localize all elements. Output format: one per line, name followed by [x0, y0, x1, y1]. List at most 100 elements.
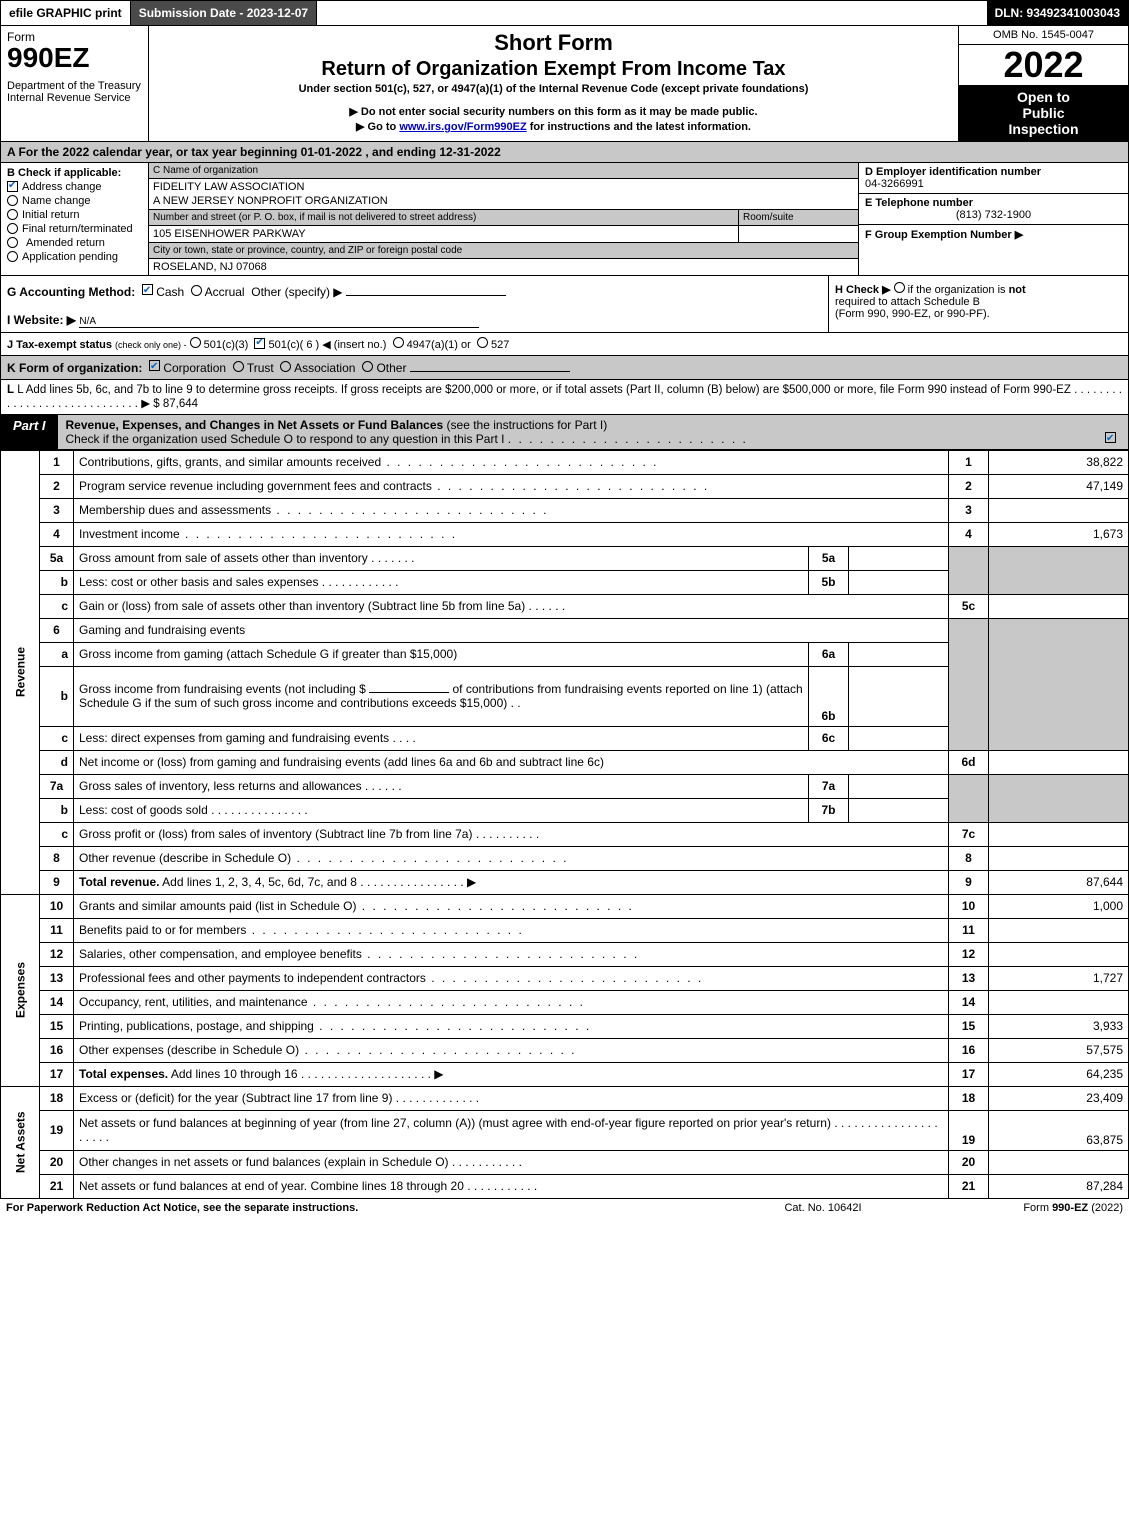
inspection-l1: Open to	[963, 89, 1124, 105]
k-other-input[interactable]	[410, 371, 570, 372]
chk-501c[interactable]	[254, 338, 265, 349]
f-label: F Group Exemption Number ▶	[865, 229, 1023, 241]
line-desc: Net assets or fund balances at end of ye…	[79, 1179, 464, 1193]
g-cash: Cash	[156, 285, 184, 299]
tax-year: 2022	[959, 45, 1128, 85]
line-7a: 7a Gross sales of inventory, less return…	[1, 774, 1129, 798]
line-desc: Gaming and fundraising events	[74, 618, 949, 642]
chk-label: Final return/terminated	[22, 223, 133, 235]
chk-application-pending[interactable]: Application pending	[7, 251, 142, 263]
chk-schedule-o[interactable]	[1105, 432, 1116, 443]
line-ref: 16	[949, 1038, 989, 1062]
grey-cell	[949, 774, 989, 822]
line-ref: 10	[949, 894, 989, 918]
line-6d: d Net income or (loss) from gaming and f…	[1, 750, 1129, 774]
chk-label: Initial return	[22, 209, 79, 221]
line-6: 6 Gaming and fundraising events	[1, 618, 1129, 642]
line-num: 8	[40, 846, 74, 870]
line-val: 1,673	[989, 522, 1129, 546]
net-assets-side-label: Net Assets	[1, 1086, 40, 1198]
k-label: K Form of organization:	[7, 361, 142, 375]
chk-other-org[interactable]	[362, 361, 373, 372]
line-num: c	[40, 726, 74, 750]
chk-cash[interactable]	[142, 284, 153, 295]
chk-schedule-b[interactable]	[894, 282, 905, 293]
chk-trust[interactable]	[233, 361, 244, 372]
h-not: not	[1009, 284, 1026, 296]
chk-accrual[interactable]	[191, 285, 202, 296]
j-o4: 527	[491, 339, 509, 351]
i-value: N/A	[79, 316, 96, 327]
line-num: c	[40, 822, 74, 846]
expenses-side-label: Expenses	[1, 894, 40, 1086]
line-ref: 21	[949, 1174, 989, 1198]
line-val	[989, 942, 1129, 966]
chk-association[interactable]	[280, 361, 291, 372]
room-suite: Room/suite	[738, 210, 858, 242]
h-text2: if the organization is	[908, 284, 1006, 296]
inner-val	[849, 546, 949, 570]
chk-amended-return[interactable]: Amended return	[7, 237, 142, 249]
chk-527[interactable]	[477, 337, 488, 348]
chk-initial-return[interactable]: Initial return	[7, 209, 142, 221]
row-g: G Accounting Method: Cash Accrual Other …	[1, 276, 828, 332]
h-text4: (Form 990, 990-EZ, or 990-PF).	[835, 308, 990, 320]
omb-number: OMB No. 1545-0047	[959, 26, 1128, 45]
chk-corporation[interactable]	[149, 360, 160, 371]
inner-ref: 7a	[809, 774, 849, 798]
line-num: 10	[40, 894, 74, 918]
inner-val	[849, 570, 949, 594]
g-other-input[interactable]	[346, 295, 506, 296]
j-note: (check only one) -	[115, 340, 187, 350]
line-num: 11	[40, 918, 74, 942]
inspection-l3: Inspection	[963, 121, 1124, 137]
chk-name-change[interactable]: Name change	[7, 195, 142, 207]
contrib-input[interactable]	[369, 692, 449, 693]
line-num: b	[40, 798, 74, 822]
line-7c: c Gross profit or (loss) from sales of i…	[1, 822, 1129, 846]
chk-4947[interactable]	[393, 337, 404, 348]
grey-cell	[989, 546, 1129, 594]
header-right: OMB No. 1545-0047 2022 Open to Public In…	[958, 26, 1128, 141]
line-num: b	[40, 570, 74, 594]
topbar-spacer	[317, 1, 986, 25]
efile-print-label[interactable]: efile GRAPHIC print	[1, 1, 131, 25]
checkbox-icon	[7, 209, 18, 220]
top-bar: efile GRAPHIC print Submission Date - 20…	[0, 0, 1129, 26]
line-desc: Gross amount from sale of assets other t…	[79, 551, 368, 565]
line-desc: Other expenses (describe in Schedule O)	[79, 1043, 299, 1057]
part-1-table: Revenue 1 Contributions, gifts, grants, …	[0, 450, 1129, 1199]
row-g-h: G Accounting Method: Cash Accrual Other …	[0, 276, 1129, 333]
line-num: 7a	[40, 774, 74, 798]
d-value: 04-3266991	[865, 178, 1122, 190]
go-to-prefix: ▶ Go to	[356, 121, 399, 133]
form-header: Form 990EZ Department of the Treasury In…	[0, 26, 1129, 142]
chk-501c3[interactable]	[190, 337, 201, 348]
e-label: E Telephone number	[865, 197, 1122, 209]
line-num: 12	[40, 942, 74, 966]
irs-link[interactable]: www.irs.gov/Form990EZ	[399, 121, 526, 133]
revenue-side-label: Revenue	[1, 450, 40, 894]
city-value: ROSELAND, NJ 07068	[149, 259, 858, 275]
line-8: 8 Other revenue (describe in Schedule O)…	[1, 846, 1129, 870]
form-number: 990EZ	[7, 44, 142, 72]
k-other: Other	[376, 361, 406, 375]
line-11: 11 Benefits paid to or for members 11	[1, 918, 1129, 942]
line-num: 9	[40, 870, 74, 894]
short-form-title: Short Form	[155, 30, 952, 56]
chk-final-return[interactable]: Final return/terminated	[7, 223, 142, 235]
k-assoc: Association	[294, 361, 355, 375]
line-num: d	[40, 750, 74, 774]
line-desc: Other revenue (describe in Schedule O)	[79, 851, 291, 865]
dept-line-2: Internal Revenue Service	[7, 92, 142, 104]
line-18: Net Assets 18 Excess or (deficit) for th…	[1, 1086, 1129, 1110]
f-group-exemption: F Group Exemption Number ▶	[859, 225, 1128, 275]
line-num: 14	[40, 990, 74, 1014]
line-ref: 2	[949, 474, 989, 498]
chk-address-change[interactable]: Address change	[7, 181, 142, 193]
inner-ref: 6a	[809, 642, 849, 666]
c-street-block: Number and street (or P. O. box, if mail…	[149, 209, 858, 242]
line-ref: 5c	[949, 594, 989, 618]
org-name-2: A NEW JERSEY NONPROFIT ORGANIZATION	[149, 195, 858, 209]
line-num: 18	[40, 1086, 74, 1110]
